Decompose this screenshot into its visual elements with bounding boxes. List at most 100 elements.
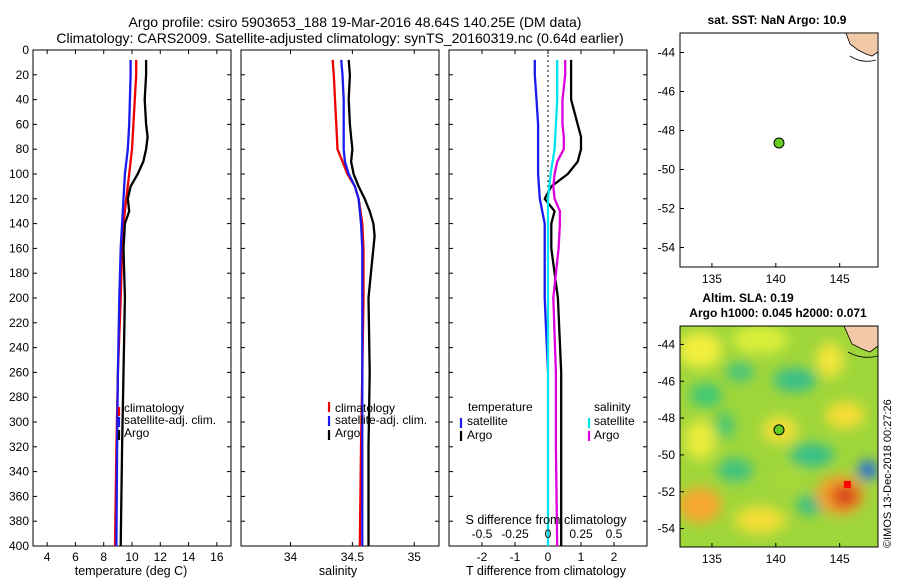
sst-map-panel: sat. SST: NaN Argo: 10.9 135 140 145 -44 -46… <box>658 13 879 287</box>
legend-label-climatology: climatology <box>335 401 395 415</box>
tasmania-coast <box>845 33 878 57</box>
temperature-plot-frame <box>32 49 232 547</box>
x-tick-label: 10 <box>125 550 139 564</box>
sst-map-land <box>845 33 878 62</box>
depth-tick-label: 120 <box>9 192 29 206</box>
sst-map-ticks: 135 140 145 -44 -46 -48 -50 -52 -54 <box>658 46 850 287</box>
sla-map-title-line2: Argo h1000: 0.045 h2000: 0.071 <box>689 306 867 320</box>
sst-map-frame <box>679 32 879 268</box>
x-tick-label: 135 <box>702 552 722 566</box>
salinity-axis-ticks: 34 34.5 35 <box>241 49 439 564</box>
temperature-axis-ticks: 4 6 8 10 12 14 16 <box>33 49 231 564</box>
legend-label-argo: Argo <box>335 426 361 440</box>
temperature-series <box>113 59 149 546</box>
figure-title-line2: Climatology: CARS2009. Satellite-adjuste… <box>56 30 623 46</box>
x2-tick-label: -0.5 <box>472 527 493 541</box>
red-marker <box>843 480 851 488</box>
legend-label-t-satellite: satellite <box>467 414 508 428</box>
legend-title-salinity: salinity <box>594 400 631 414</box>
bathymetry-contour <box>847 351 878 358</box>
depth-tick-label: 280 <box>9 390 29 404</box>
salinity-panel: 34 34.5 35 salinity climatology satellite-… <box>240 49 440 578</box>
depth-tick-label: 400 <box>9 539 29 553</box>
depth-tick-label: 0 <box>22 43 29 57</box>
legend-label-satellite: satellite-adj. clim. <box>124 413 216 427</box>
temperature-axis-label: temperature (deg C) <box>75 564 188 578</box>
legend-label-argo: Argo <box>124 426 150 440</box>
x-tick-label: 0 <box>545 550 552 564</box>
difference-axis-ticks: -2 -1 0 1 2 <box>449 49 647 564</box>
x2-tick-label: -0.25 <box>501 527 529 541</box>
depth-tick-label: 380 <box>9 514 29 528</box>
s-difference-axis-label: S difference from climatology <box>466 513 628 527</box>
x-tick-label: 4 <box>44 550 51 564</box>
sla-map-ticks: 135 140 145 -44 -46 -48 -50 -52 -54 <box>658 337 850 566</box>
legend-label-s-argo: Argo <box>594 428 620 442</box>
series-line-satellite-adj-clim- <box>340 59 364 546</box>
bathymetry-contour <box>849 55 877 62</box>
x2-tick-label: 0 <box>545 527 552 541</box>
x-tick-label: 145 <box>830 272 850 286</box>
depth-tick-label: 360 <box>9 489 29 503</box>
legend-label-climatology: climatology <box>124 401 184 415</box>
t-difference-axis-label: T difference from climatology <box>466 564 627 578</box>
difference-series <box>533 59 583 546</box>
figure-title-line1: Argo profile: csiro 5903653_188 19-Mar-2… <box>129 14 582 30</box>
x-tick-label: 135 <box>702 272 722 286</box>
depth-tick-label: 240 <box>9 341 29 355</box>
legend-title-temperature: temperature <box>468 400 533 414</box>
y-tick-label: -46 <box>658 85 676 99</box>
y-tick-label: -48 <box>658 411 676 425</box>
series-line-satellite-adj-clim- <box>115 59 132 546</box>
series-line-argo <box>119 59 149 546</box>
difference-legend: temperature satellite Argo salinity sate… <box>459 400 635 442</box>
x-tick-label: 140 <box>766 552 786 566</box>
y-tick-label: -52 <box>658 485 676 499</box>
legend-label-t-argo: Argo <box>467 428 493 442</box>
x2-tick-label: 0.5 <box>606 527 623 541</box>
salinity-series <box>331 59 376 546</box>
depth-tick-label: 40 <box>16 93 30 107</box>
y-tick-label: -54 <box>658 522 676 536</box>
x2-tick-label: 0.25 <box>569 527 593 541</box>
depth-tick-label: 180 <box>9 266 29 280</box>
argo-float-marker <box>773 137 785 149</box>
tasmania-coast <box>843 326 878 353</box>
x-tick-label: -2 <box>477 550 488 564</box>
series-line-temperature-satellite <box>533 59 550 373</box>
x-tick-label: 35 <box>408 550 422 564</box>
x-tick-label: 14 <box>182 550 196 564</box>
x-tick-label: 34 <box>284 550 298 564</box>
series-line-salinity-argo <box>552 59 567 546</box>
x-tick-label: 12 <box>154 550 168 564</box>
x-tick-label: 1 <box>578 550 585 564</box>
y-tick-label: -46 <box>658 374 676 388</box>
salinity-legend: climatology satellite-adj. clim. Argo <box>327 401 427 440</box>
depth-tick-label: 220 <box>9 316 29 330</box>
legend-label-satellite: satellite-adj. clim. <box>335 413 427 427</box>
depth-tick-label: 140 <box>9 217 29 231</box>
temperature-legend: climatology satellite-adj. clim. Argo <box>117 401 216 440</box>
depth-tick-label: 100 <box>9 167 29 181</box>
sla-map-frame <box>679 325 879 548</box>
argo-float-marker <box>773 424 785 436</box>
temperature-panel: 4 6 8 10 12 14 16 temperature (deg C) climatol… <box>32 49 232 578</box>
x-tick-label: 145 <box>830 552 850 566</box>
depth-tick-label: 200 <box>9 291 29 305</box>
y-tick-label: -44 <box>658 337 676 351</box>
imos-credit: ©IMOS 13-Dec-2018 00:27:26 <box>882 399 894 548</box>
sla-heatmap <box>680 326 878 547</box>
depth-tick-label: 80 <box>16 142 30 156</box>
legend-label-s-satellite: satellite <box>594 414 635 428</box>
depth-tick-label: 60 <box>16 117 30 131</box>
y-tick-label: -44 <box>658 46 676 60</box>
y-tick-label: -48 <box>658 124 676 138</box>
s-difference-tick-labels: -0.5 -0.25 0 0.25 0.5 <box>472 50 623 541</box>
x-tick-label: 8 <box>100 550 107 564</box>
depth-tick-label: 260 <box>9 365 29 379</box>
depth-tick-label: 300 <box>9 415 29 429</box>
x-tick-label: 16 <box>210 550 224 564</box>
x-tick-label: 6 <box>72 550 79 564</box>
sla-map-panel: Altim. SLA: 0.19 Argo h1000: 0.045 h2000… <box>658 291 879 566</box>
depth-tick-label: 20 <box>16 68 30 82</box>
